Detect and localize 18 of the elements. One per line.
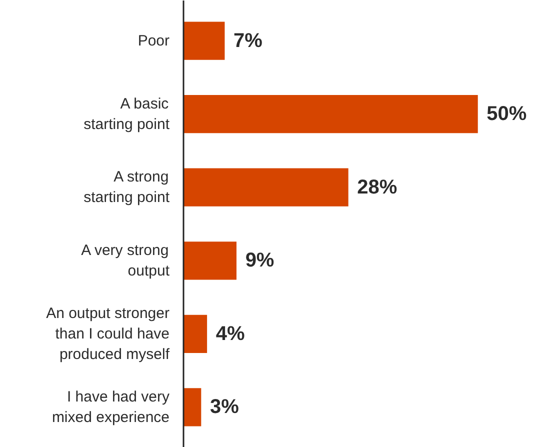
data-label: 50% <box>486 103 527 126</box>
data-label: 4% <box>216 322 245 345</box>
y-tick-label: A basic starting point <box>84 95 170 133</box>
data-label: 7% <box>234 30 263 52</box>
y-tick-label: A strong starting point <box>84 168 170 206</box>
bar <box>184 242 236 280</box>
data-label: 9% <box>245 250 274 272</box>
bar <box>184 95 478 134</box>
y-tick-label: Poor <box>138 32 170 50</box>
bar <box>184 168 348 206</box>
data-label: 28% <box>357 176 398 198</box>
bar <box>184 314 208 353</box>
data-label: 3% <box>210 396 240 418</box>
y-tick-label: A very strong output <box>81 242 170 280</box>
bar <box>184 388 202 426</box>
bar <box>184 22 225 60</box>
y-tick-label: I have had very mixed experience <box>52 388 170 426</box>
y-tick-label: An output stronger than I could have produced myself <box>46 305 170 363</box>
